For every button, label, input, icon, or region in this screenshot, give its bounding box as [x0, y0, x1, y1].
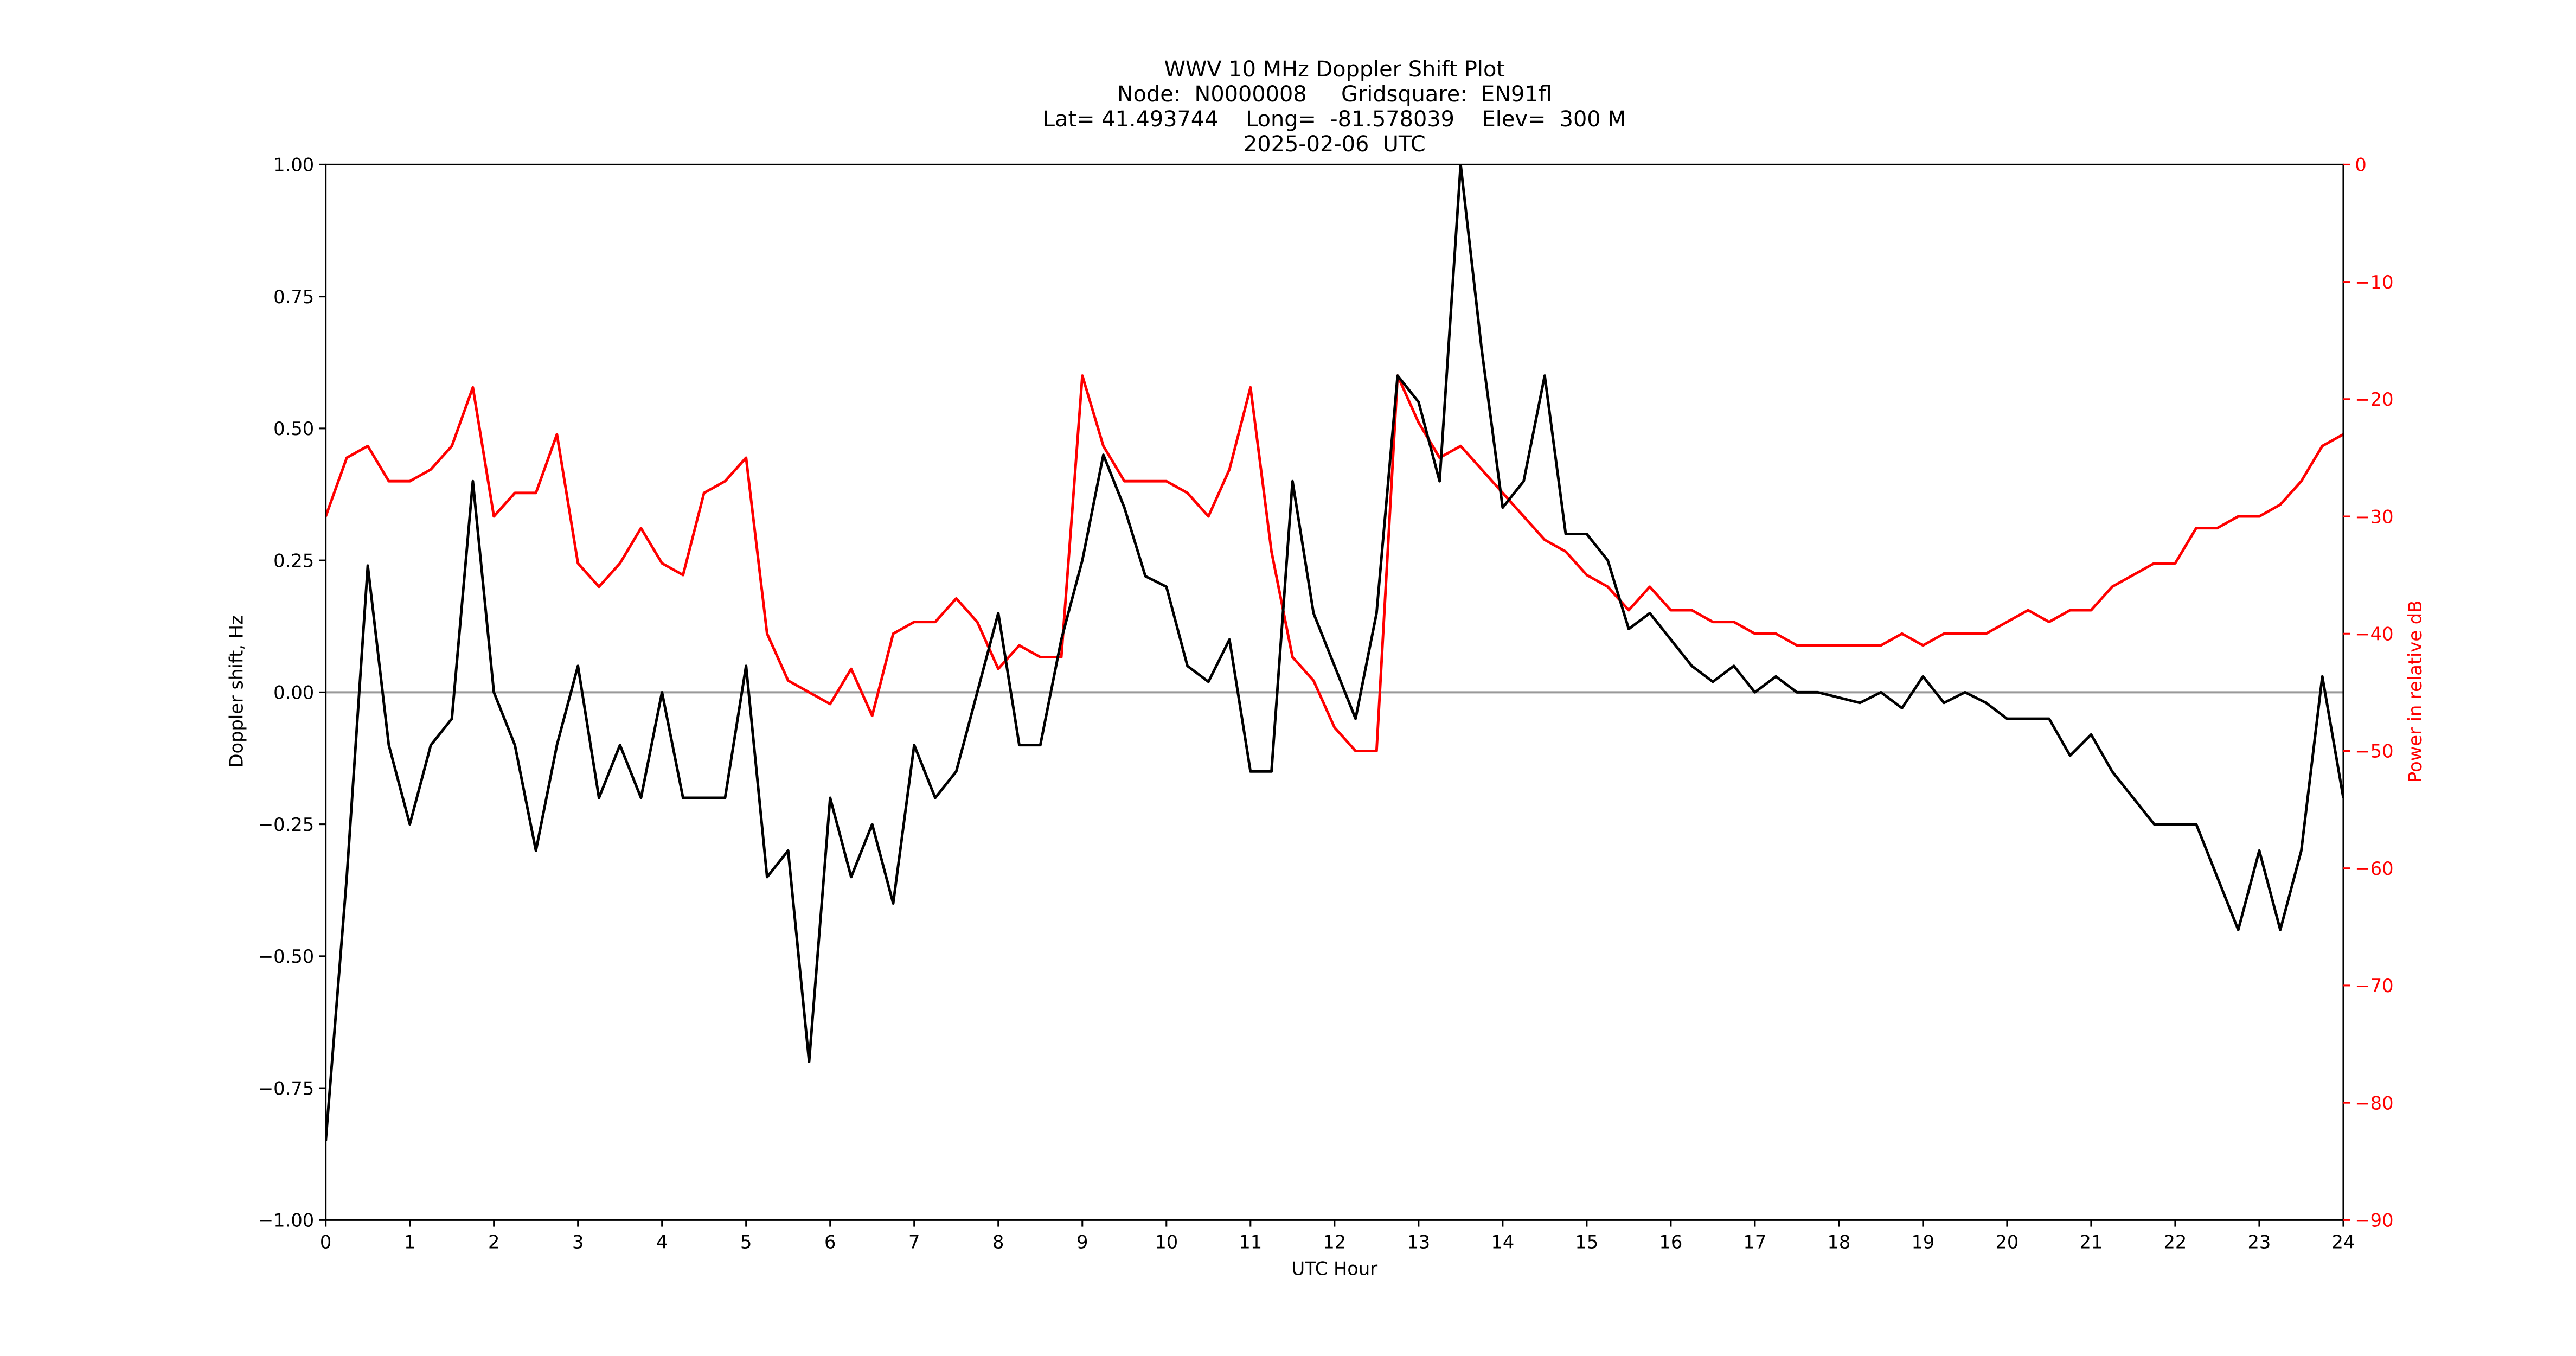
y2-tick-label: −40 — [2355, 624, 2393, 645]
x-tick-label: 9 — [1076, 1231, 1088, 1252]
y-tick-label: 0.75 — [273, 286, 314, 308]
x-tick-label: 2 — [488, 1231, 499, 1252]
y-tick-label: −0.25 — [258, 814, 314, 835]
y2-tick-label: −10 — [2355, 272, 2393, 293]
x-tick-label: 13 — [1407, 1231, 1430, 1252]
x-tick-label: 16 — [1659, 1231, 1682, 1252]
chart-subtitle: Lat= 41.493744 Long= -81.578039 Elev= 30… — [1043, 107, 1626, 132]
x-tick-label: 1 — [404, 1231, 415, 1252]
x-tick-label: 3 — [572, 1231, 584, 1252]
data-line — [325, 374, 2343, 752]
y-tick-label: −1.00 — [258, 1210, 314, 1231]
x-tick-label: 6 — [824, 1231, 836, 1252]
y2-tick-label: −70 — [2355, 975, 2393, 996]
x-tick-label: 21 — [2079, 1231, 2103, 1252]
y-tick-label: −0.50 — [258, 946, 314, 967]
x-tick-label: 4 — [656, 1231, 668, 1252]
x-axis-label: UTC Hour — [1291, 1258, 1377, 1279]
x-tick-label: 7 — [908, 1231, 920, 1252]
x-tick-label: 17 — [1743, 1231, 1766, 1252]
x-tick-label: 15 — [1575, 1231, 1598, 1252]
x-tick-label: 22 — [2164, 1231, 2187, 1252]
y-tick-label: 0.00 — [273, 682, 314, 703]
chart-title: WWV 10 MHz Doppler Shift Plot — [1164, 57, 1505, 82]
y2-tick-label: −60 — [2355, 858, 2393, 879]
y-tick-label: 0.50 — [273, 418, 314, 439]
y2-tick-label: −20 — [2355, 389, 2393, 410]
y2-tick-label: −90 — [2355, 1210, 2393, 1231]
x-tick-label: 24 — [2332, 1231, 2355, 1252]
x-tick-label: 12 — [1323, 1231, 1346, 1252]
x-tick-label: 14 — [1491, 1231, 1514, 1252]
x-tick-label: 20 — [1995, 1231, 2018, 1252]
chart-subtitle: Node: N0000008 Gridsquare: EN91fl — [1117, 82, 1552, 107]
y-tick-label: 0.25 — [273, 550, 314, 571]
y2-tick-label: −80 — [2355, 1092, 2393, 1114]
y2-axis-label: Power in relative dB — [2405, 600, 2426, 783]
y2-tick-label: −30 — [2355, 506, 2393, 527]
x-tick-label: 18 — [1827, 1231, 1850, 1252]
x-tick-label: 19 — [1911, 1231, 1934, 1252]
y2-tick-label: 0 — [2355, 155, 2366, 176]
data-line — [325, 164, 2343, 1141]
x-tick-label: 23 — [2248, 1231, 2271, 1252]
x-tick-label: 11 — [1239, 1231, 1262, 1252]
x-tick-label: 0 — [320, 1231, 331, 1252]
y-axis-label: Doppler shift, Hz — [226, 615, 247, 767]
x-tick-label: 8 — [992, 1231, 1004, 1252]
y-tick-label: 1.00 — [273, 155, 314, 176]
x-tick-label: 5 — [740, 1231, 752, 1252]
chart-subtitle: 2025-02-06 UTC — [1244, 132, 1426, 157]
y-tick-label: −0.75 — [258, 1078, 314, 1099]
x-tick-label: 10 — [1155, 1231, 1178, 1252]
y2-tick-label: −50 — [2355, 741, 2393, 762]
